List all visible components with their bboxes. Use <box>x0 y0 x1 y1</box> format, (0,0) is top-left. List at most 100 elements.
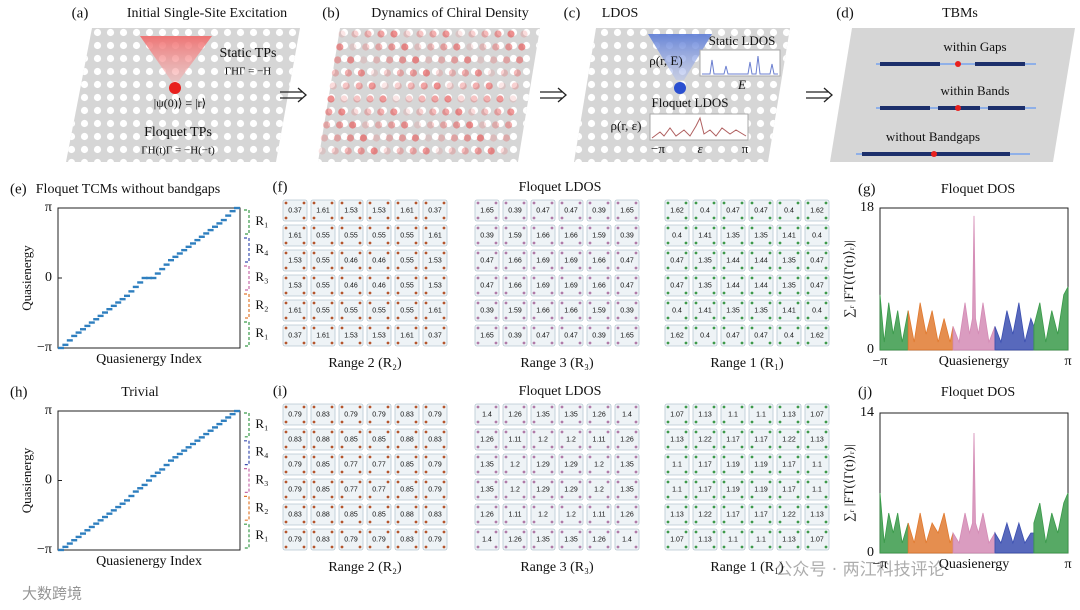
ldos-value: 0.37 <box>288 332 302 339</box>
site-dot <box>578 445 582 449</box>
ldos-cell <box>692 428 718 451</box>
site-dot <box>684 455 688 459</box>
ldos-cell <box>748 274 774 297</box>
site-dot <box>302 301 306 305</box>
ldos-cell <box>692 478 718 501</box>
site-dot <box>494 241 498 245</box>
ldos-cell <box>338 428 364 451</box>
site-dot <box>414 316 418 320</box>
ldos-cell <box>586 528 612 551</box>
density-dot <box>448 69 456 77</box>
x-axis-label: Quasienergy Index <box>96 352 202 367</box>
ldos-cell <box>664 503 690 526</box>
ldos-cell <box>776 299 802 322</box>
site-dot <box>522 291 526 295</box>
ldos-value: 1.2 <box>566 436 576 443</box>
site-dot <box>358 445 362 449</box>
site-dot <box>330 276 334 280</box>
site-dot <box>494 420 498 424</box>
site-dot <box>606 430 610 434</box>
x-tick-label: π <box>1064 557 1071 572</box>
site-dot <box>302 216 306 220</box>
site-dot <box>560 241 564 245</box>
density-dot <box>450 134 458 142</box>
ldos-value: 1.44 <box>754 257 768 264</box>
dos-area <box>907 512 954 554</box>
ldos-value: 0.79 <box>288 461 302 468</box>
ldos-cell <box>338 324 364 347</box>
site-dot <box>504 301 508 305</box>
density-dot <box>429 108 437 116</box>
site-dot <box>616 495 620 499</box>
site-dot <box>588 480 592 484</box>
site-dot <box>424 301 428 305</box>
site-dot <box>386 455 390 459</box>
site-dot <box>634 316 638 320</box>
density-dot <box>503 56 511 64</box>
site-dot <box>340 301 344 305</box>
site-dot <box>712 545 716 549</box>
ldos-value: 1.61 <box>288 307 302 314</box>
ldos-cell <box>394 528 420 551</box>
site-dot <box>312 430 316 434</box>
site-dot <box>740 251 744 255</box>
site-dot <box>414 520 418 524</box>
density-dot <box>340 95 348 103</box>
density-dot <box>455 30 463 38</box>
ldos-cell <box>748 199 774 222</box>
site-dot <box>740 326 744 330</box>
ldos-value: 0.55 <box>344 232 358 239</box>
site-dot <box>588 455 592 459</box>
chart-title: Trivial <box>121 385 159 400</box>
ldos-cell <box>586 403 612 426</box>
site-dot <box>532 341 536 345</box>
panel-d-art <box>830 28 1075 162</box>
site-dot <box>684 216 688 220</box>
site-dot <box>712 505 716 509</box>
site-dot <box>616 226 620 230</box>
range-bracket <box>244 523 250 549</box>
ldos-value: 1.13 <box>698 411 712 418</box>
density-dot <box>435 147 443 155</box>
ldos-value: 1.26 <box>508 411 522 418</box>
panel-label: (i) <box>273 383 287 399</box>
ldos-cell <box>720 274 746 297</box>
site-dot <box>616 241 620 245</box>
ldos-cell <box>366 249 392 272</box>
site-dot <box>560 520 564 524</box>
site-dot <box>284 545 288 549</box>
eigenvalue-marker <box>102 311 108 314</box>
ldos-cell <box>776 324 802 347</box>
site-dot <box>550 470 554 474</box>
eigenvalue-marker <box>141 483 148 487</box>
density-dot <box>396 69 404 77</box>
site-dot <box>824 505 828 509</box>
excitation-cone <box>140 36 212 82</box>
site-dot <box>634 266 638 270</box>
x-axis-label: Quasienergy <box>939 557 1010 572</box>
ldos-cell <box>394 274 420 297</box>
site-dot <box>396 455 400 459</box>
site-dot <box>606 495 610 499</box>
ldos-cell <box>422 199 448 222</box>
section-title: Floquet LDOS <box>519 384 602 399</box>
site-dot <box>504 241 508 245</box>
site-dot <box>494 430 498 434</box>
site-dot <box>560 505 564 509</box>
site-dot <box>712 470 716 474</box>
site-dot <box>494 470 498 474</box>
site-dot <box>666 420 670 424</box>
site-dot <box>722 480 726 484</box>
site-dot <box>396 316 400 320</box>
site-dot <box>302 530 306 534</box>
ldos-cell <box>776 274 802 297</box>
density-dot <box>516 56 524 64</box>
eigenvalue-marker <box>102 515 108 519</box>
ldos-value: 1.1 <box>728 411 738 418</box>
site-dot <box>442 545 446 549</box>
site-dot <box>796 341 800 345</box>
eigenvalue-marker <box>150 474 157 478</box>
site-dot <box>424 316 428 320</box>
ldos-value: 0.55 <box>316 257 330 264</box>
site-dot <box>302 455 306 459</box>
